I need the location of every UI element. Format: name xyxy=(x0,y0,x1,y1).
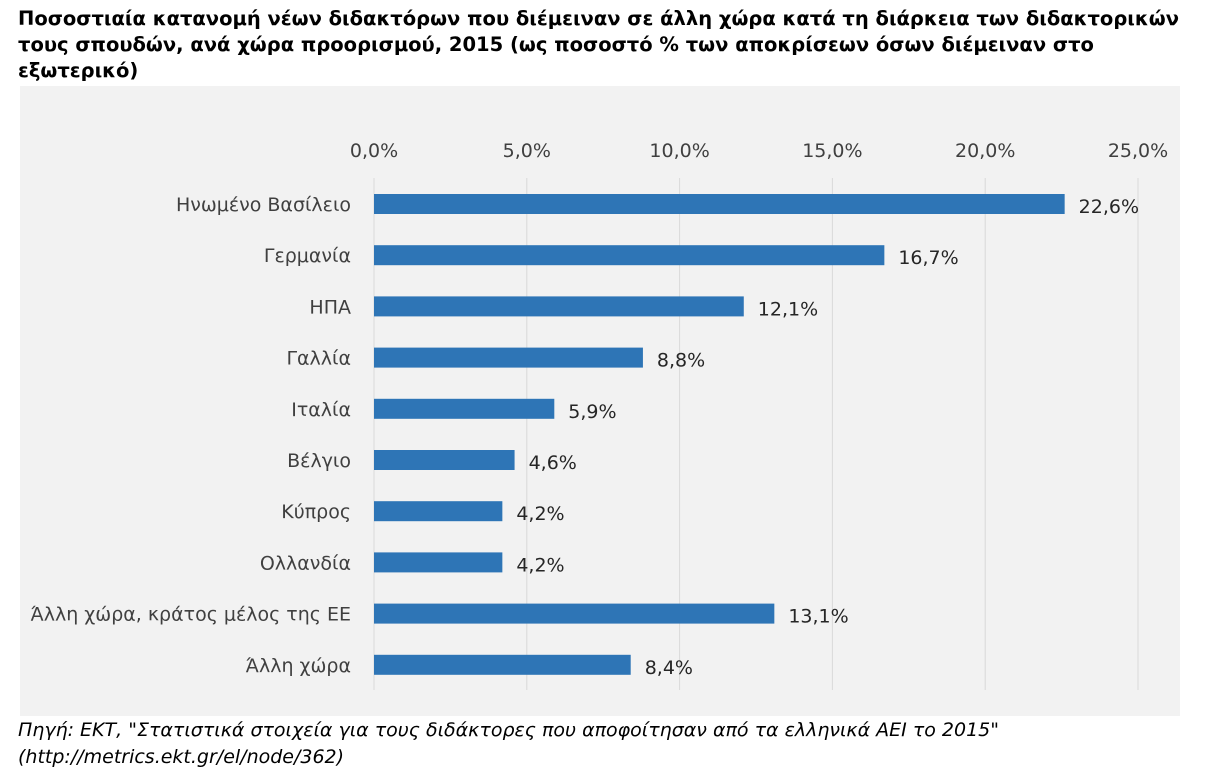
category-label: Ολλανδία xyxy=(260,552,351,574)
category-label: Βέλγιο xyxy=(287,450,351,472)
data-label: 4,6% xyxy=(529,452,577,474)
x-tick-label: 25,0% xyxy=(1108,140,1168,162)
category-label: Άλλη χώρα xyxy=(246,655,351,677)
data-label: 8,4% xyxy=(645,657,693,679)
data-label: 8,8% xyxy=(657,350,705,372)
category-label: Άλλη χώρα, κράτος μέλος της ΕΕ xyxy=(31,604,351,626)
chart-title: Ποσοστιαία κατανομή νέων διδακτόρων που … xyxy=(18,7,1179,82)
data-label: 12,1% xyxy=(758,298,818,320)
data-label: 4,2% xyxy=(516,503,564,525)
data-label: 13,1% xyxy=(788,606,848,628)
source-line-1: Πηγή: ΕΚΤ, "Στατιστικά στοιχεία για τους… xyxy=(18,719,1000,741)
bar xyxy=(374,398,555,419)
x-tick-label: 5,0% xyxy=(503,140,551,162)
x-tick-label: 15,0% xyxy=(802,140,862,162)
bar xyxy=(374,552,503,573)
bar xyxy=(374,347,643,368)
source-note: Πηγή: ΕΚΤ, "Στατιστικά στοιχεία για τους… xyxy=(18,717,1198,771)
category-label: Κύπρος xyxy=(281,501,351,523)
bar xyxy=(374,450,515,470)
data-label: 16,7% xyxy=(898,247,958,269)
category-label: Γερμανία xyxy=(264,245,351,267)
data-label: 4,2% xyxy=(516,554,564,576)
x-tick-label: 20,0% xyxy=(955,140,1015,162)
bar xyxy=(374,194,1065,214)
x-tick-label: 10,0% xyxy=(649,140,709,162)
category-label: ΗΠΑ xyxy=(309,296,351,318)
data-label: 5,9% xyxy=(568,401,616,423)
bar xyxy=(374,296,744,317)
category-label: Γαλλία xyxy=(286,348,351,370)
bar xyxy=(374,245,885,266)
category-label: Ηνωμένο Βασίλειο xyxy=(176,194,351,216)
bar xyxy=(374,603,775,624)
category-label: Ιταλία xyxy=(291,399,351,421)
bar xyxy=(374,501,503,522)
bar xyxy=(374,654,631,675)
source-line-2: (http://metrics.ekt.gr/el/node/362) xyxy=(18,746,345,768)
x-tick-label: 0,0% xyxy=(350,140,398,162)
data-label: 22,6% xyxy=(1079,196,1139,218)
